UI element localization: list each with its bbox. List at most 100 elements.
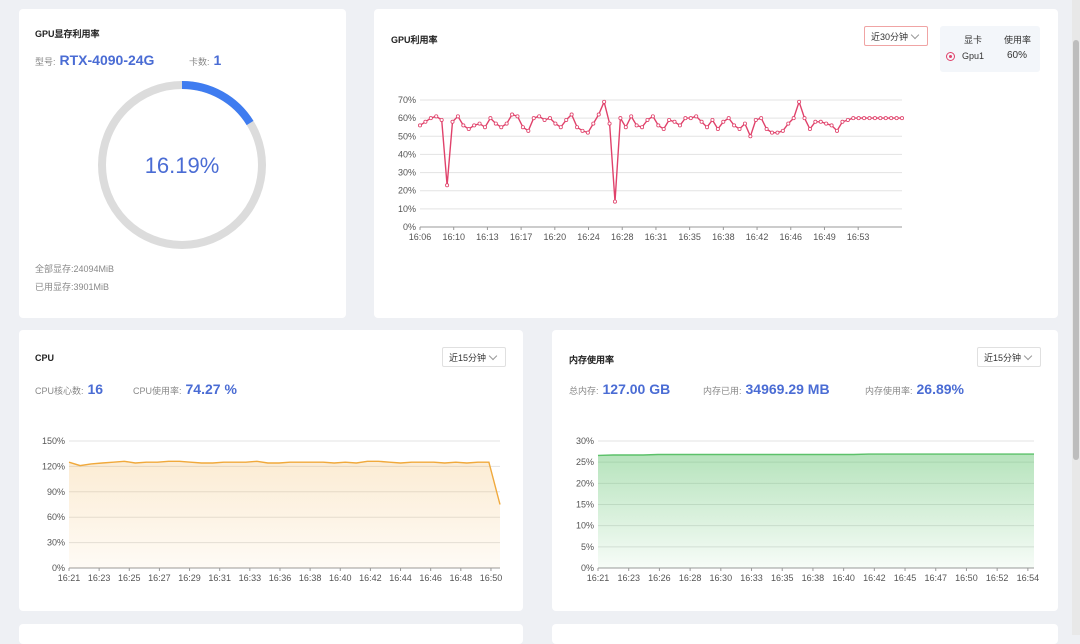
data-point: [547, 116, 552, 121]
data-point: [482, 125, 487, 130]
data-point: [428, 116, 433, 121]
data-point: [650, 114, 655, 119]
data-point: [585, 130, 590, 135]
x-tick-label: 16:20: [544, 232, 567, 242]
data-point: [753, 117, 758, 122]
y-tick-label: 15%: [576, 500, 594, 510]
gpu-util-title: GPU利用率: [391, 35, 438, 45]
x-tick-label: 16:50: [480, 573, 503, 583]
data-point: [542, 117, 547, 122]
gpu-memory-total: 全部显存:24094MiB: [35, 264, 115, 274]
data-point: [672, 119, 677, 124]
y-tick-label: 20%: [576, 478, 594, 488]
memory-title: 内存使用率: [569, 355, 615, 365]
x-tick-label: 16:25: [118, 573, 141, 583]
data-point: [721, 119, 726, 124]
x-tick-label: 16:27: [148, 573, 171, 583]
data-point: [612, 199, 617, 204]
data-point: [715, 127, 720, 132]
data-point: [493, 121, 498, 126]
gpu-memory-gauge: 16.19%: [98, 81, 266, 249]
data-point: [488, 116, 493, 121]
memory-usage-value: 26.89%: [916, 381, 964, 397]
data-point: [867, 116, 872, 121]
y-tick-label: 30%: [576, 436, 594, 446]
data-point: [569, 112, 574, 117]
data-point: [661, 127, 666, 132]
scrollbar-thumb[interactable]: [1073, 40, 1079, 460]
x-tick-label: 16:36: [269, 573, 292, 583]
data-point: [759, 116, 764, 121]
data-point: [699, 119, 704, 124]
data-point: [537, 114, 542, 119]
cpu-usage-chart: 0% 30% 60% 90% 120% 150% 16:21 16:23 16:25 16:27 1…: [42, 436, 503, 583]
data-point: [418, 123, 423, 128]
y-tick-label: 60%: [398, 113, 416, 123]
data-point: [515, 114, 520, 119]
data-point: [558, 125, 563, 130]
x-tick-label: 16:24: [577, 232, 600, 242]
x-tick-label: 16:45: [894, 573, 917, 583]
data-point: [520, 125, 525, 130]
series-line: [68, 460, 501, 505]
series-line: [419, 99, 902, 202]
y-tick-label: 60%: [47, 512, 65, 522]
data-point: [667, 117, 672, 122]
data-point: [623, 125, 628, 130]
data-point: [883, 116, 888, 121]
y-tick-label: 0%: [581, 563, 594, 573]
gpu-utilization-chart: 0% 10% 20% 30% 40% 50% 60% 70% 16:06 16:10 16:13 16…: [398, 95, 905, 242]
gauge-progress-arc: [98, 81, 266, 249]
x-tick-label: 16:35: [678, 232, 701, 242]
data-point: [450, 119, 455, 124]
data-point: [797, 99, 802, 104]
data-point: [553, 121, 558, 126]
data-point: [575, 125, 580, 130]
data-point: [591, 121, 596, 126]
data-point: [564, 117, 569, 122]
legend-header-usage: 使用率: [1004, 35, 1032, 45]
bottom-left-card: [19, 624, 523, 644]
x-tick-label: 16:30: [710, 573, 733, 583]
cpu-range-dropdown[interactable]: 近15分钟: [442, 347, 506, 367]
data-point: [466, 127, 471, 132]
data-point: [851, 116, 856, 121]
cpu-cores-value: 16: [87, 381, 104, 397]
gpu-range-dropdown[interactable]: 近30分钟: [864, 26, 928, 46]
x-tick-label: 16:52: [986, 573, 1009, 583]
cpu-cores-row: CPU核心数: 16: [35, 381, 103, 397]
x-tick-label: 16:38: [299, 573, 322, 583]
data-point: [900, 116, 905, 121]
legend-series-icon[interactable]: [946, 52, 955, 61]
gpu-legend: 显卡 使用率 Gpu1 60%: [940, 26, 1040, 72]
y-tick-label: 10%: [398, 204, 416, 214]
data-point: [677, 123, 682, 128]
data-point: [629, 114, 634, 119]
page-scrollbar[interactable]: [1072, 0, 1080, 635]
data-point: [688, 116, 693, 121]
x-tick-label: 16:54: [1017, 573, 1040, 583]
data-point: [461, 123, 466, 128]
y-tick-label: 120%: [42, 461, 65, 471]
y-tick-label: 30%: [47, 538, 65, 548]
series-area: [598, 454, 1034, 568]
gpu-model-value: RTX-4090-24G: [59, 52, 155, 68]
data-point: [423, 119, 428, 124]
y-tick-label: 20%: [398, 186, 416, 196]
data-point: [683, 116, 688, 121]
gpu-cards-label: 卡数:: [189, 57, 210, 67]
data-point: [748, 134, 753, 139]
x-tick-label: 16:47: [924, 573, 947, 583]
data-point: [710, 117, 715, 122]
x-tick-label: 16:28: [611, 232, 634, 242]
data-point: [434, 114, 439, 119]
memory-used-label: 内存已用:: [703, 386, 742, 396]
x-tick-label: 16:35: [771, 573, 794, 583]
y-tick-label: 30%: [398, 168, 416, 178]
x-tick-label: 16:23: [617, 573, 640, 583]
data-point: [732, 123, 737, 128]
x-tick-label: 16:21: [587, 573, 610, 583]
memory-range-dropdown[interactable]: 近15分钟: [977, 347, 1041, 367]
data-point: [818, 119, 823, 124]
gauge-percent-text: 16.19%: [145, 153, 220, 178]
